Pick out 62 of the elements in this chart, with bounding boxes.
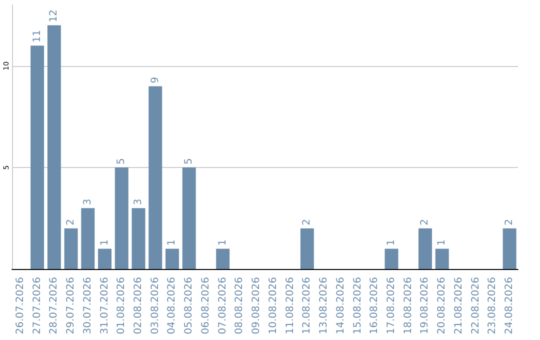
data-label: 1: [166, 239, 178, 246]
data-label: 1: [436, 239, 448, 246]
x-tick-label: 19.08.2026: [420, 277, 431, 334]
x-tick-label: 04.08.2026: [166, 277, 178, 334]
x-tick-label: 30.07.2026: [82, 277, 94, 334]
data-label: 2: [66, 219, 77, 226]
x-tick-label: 07.08.2026: [217, 277, 228, 334]
bar: [47, 25, 61, 269]
data-label: 3: [82, 198, 94, 206]
x-tick-label: 10.08.2026: [268, 277, 279, 334]
data-label: 2: [504, 219, 516, 226]
bar: [30, 46, 44, 269]
x-tick-label: 08.08.2026: [234, 277, 246, 334]
bar: [182, 167, 196, 269]
x-tick-label: 20.08.2026: [436, 277, 448, 334]
x-tick-label: 26.07.2026: [14, 277, 26, 334]
data-label: 1: [217, 239, 228, 246]
x-tick-label: 28.07.2026: [48, 277, 60, 334]
bar: [300, 228, 314, 269]
data-label: 1: [386, 239, 397, 246]
data-label: 2: [420, 219, 431, 226]
x-tick-label: 01.08.2026: [116, 277, 128, 334]
data-label: 12: [48, 10, 60, 22]
x-tick-label: 12.08.2026: [302, 277, 313, 334]
x-tick-label: 31.07.2026: [99, 277, 110, 334]
x-tick-label: 29.07.2026: [66, 277, 77, 334]
bar: [418, 228, 432, 269]
data-label: 11: [32, 30, 43, 43]
x-tick-label: 15.08.2026: [352, 277, 364, 334]
bar: [502, 228, 516, 269]
bar: [435, 248, 449, 269]
x-tick-label: 03.08.2026: [150, 277, 161, 334]
bar: [81, 208, 95, 269]
x-tick-label: 14.08.2026: [335, 277, 346, 334]
x-tick-label: 06.08.2026: [200, 277, 212, 334]
bar: [98, 248, 112, 269]
data-label: 9: [150, 76, 161, 84]
data-label: 5: [184, 158, 195, 164]
x-tick-label: 16.08.2026: [369, 277, 380, 334]
x-tick-label: 11.08.2026: [284, 277, 296, 334]
x-tick-label: 23.08.2026: [487, 277, 498, 334]
bar: [148, 86, 162, 269]
x-tick-label: 22.08.2026: [470, 277, 482, 334]
x-tick-label: 24.08.2026: [504, 277, 516, 334]
bar: [132, 208, 146, 269]
bar: [114, 167, 128, 269]
bar: [216, 248, 230, 269]
x-tick-label: 13.08.2026: [318, 277, 330, 334]
x-tick-label: 21.08.2026: [453, 277, 464, 334]
data-label: 3: [133, 198, 144, 206]
x-tick-label: 27.07.2026: [32, 277, 43, 334]
data-label: 1: [99, 239, 110, 246]
x-tick-label: 05.08.2026: [184, 277, 195, 334]
bar: [165, 248, 179, 269]
x-tick-label: 02.08.2026: [133, 277, 144, 334]
x-tick-label: 17.08.2026: [386, 277, 397, 334]
x-tick-label: 09.08.2026: [251, 277, 262, 334]
data-label: 2: [302, 219, 313, 226]
data-label: 5: [116, 158, 128, 164]
bar: [64, 228, 78, 269]
x-tick-label: 18.08.2026: [402, 277, 414, 334]
bar: [384, 248, 398, 269]
